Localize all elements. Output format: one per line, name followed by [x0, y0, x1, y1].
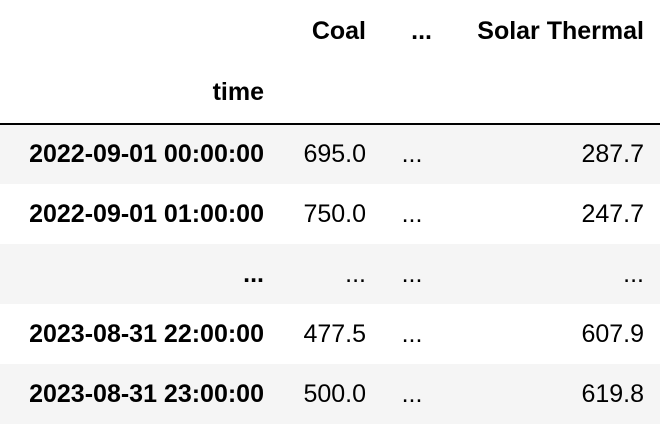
row-index-cell: 2023-08-31 23:00:00 — [29, 379, 264, 408]
row-index-cell: ... — [243, 259, 264, 288]
coal-value-cell: 477.5 — [303, 319, 366, 348]
ellipsis-cell: ... — [401, 259, 423, 288]
table-row: 2022-09-01 01:00:00 750.0 ... 247.7 — [0, 184, 660, 244]
index-name-row: time — [0, 62, 660, 125]
ellipsis-cell: ... — [401, 140, 423, 168]
coal-value-cell: 750.0 — [303, 199, 366, 228]
row-index-cell: 2022-09-01 01:00:00 — [29, 199, 264, 228]
table-row-ellipsis: ... ... ... ... — [0, 244, 660, 304]
coal-value-cell: 695.0 — [303, 140, 366, 168]
ellipsis-cell: ... — [401, 199, 423, 228]
column-header-coal: Coal — [311, 16, 366, 45]
table-body: 2022-09-01 00:00:00 695.0 ... 287.7 2022… — [0, 124, 660, 424]
solar-thermal-value-cell: 619.8 — [581, 379, 644, 408]
solar-thermal-value-cell: 287.7 — [581, 140, 644, 168]
table-row: 2023-08-31 23:00:00 500.0 ... 619.8 — [0, 364, 660, 424]
ellipsis-cell: ... — [401, 319, 423, 348]
column-header-ellipsis: ... — [411, 16, 432, 45]
table-header: Coal ... Solar Thermal time — [0, 0, 660, 125]
column-header-row: Coal ... Solar Thermal — [0, 0, 660, 62]
index-name-spacer — [442, 62, 660, 125]
ellipsis-cell: ... — [401, 379, 423, 408]
index-name-spacer — [280, 62, 382, 125]
table-row: 2022-09-01 00:00:00 695.0 ... 287.7 — [0, 124, 660, 184]
solar-thermal-value-cell: ... — [623, 259, 644, 288]
row-index-cell: 2023-08-31 22:00:00 — [29, 319, 264, 348]
index-name-spacer — [382, 62, 442, 125]
table-row: 2023-08-31 22:00:00 477.5 ... 607.9 — [0, 304, 660, 364]
column-header-solar-thermal: Solar Thermal — [477, 16, 644, 45]
solar-thermal-value-cell: 247.7 — [581, 199, 644, 228]
index-corner-cell — [0, 0, 280, 62]
row-index-cell: 2022-09-01 00:00:00 — [29, 140, 264, 168]
coal-value-cell: ... — [345, 259, 366, 288]
coal-value-cell: 500.0 — [303, 379, 366, 408]
solar-thermal-value-cell: 607.9 — [581, 319, 644, 348]
index-name-label: time — [0, 62, 280, 125]
